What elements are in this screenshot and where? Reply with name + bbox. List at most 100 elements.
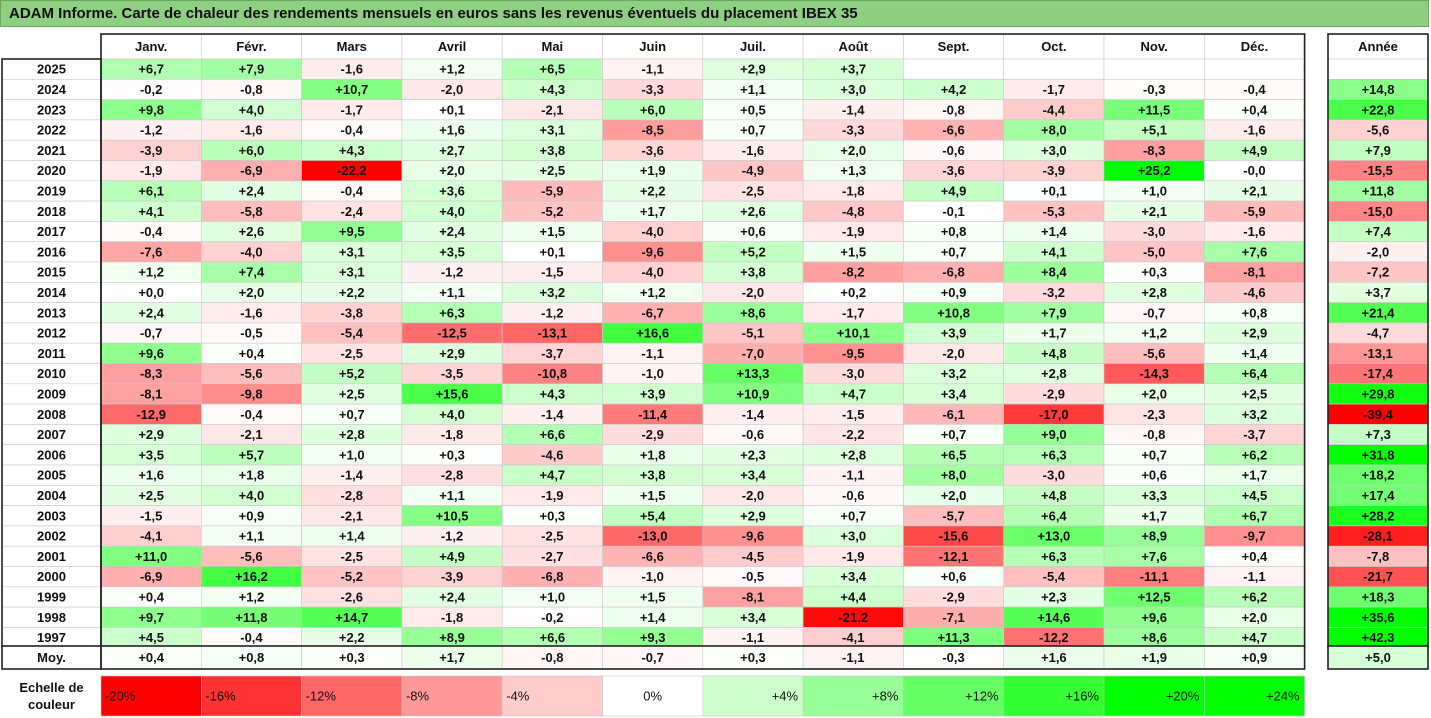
cell-2007-7: -0,6 <box>702 424 804 445</box>
cell-2004-12-label: +4,5 <box>1242 488 1268 503</box>
cell-2007-9: +0,7 <box>903 424 1005 445</box>
cell-2017-7-label: +0,6 <box>740 224 766 239</box>
row-year-2016-label: 2016 <box>37 244 66 259</box>
cell-2016-2: -4,0 <box>201 241 302 263</box>
cell-2004-4-label: +1,1 <box>439 488 465 503</box>
cell-2007-9-label: +0,7 <box>941 427 967 442</box>
cell-2018-12: -5,9 <box>1204 200 1305 222</box>
cell-2008-11-label: -2,3 <box>1143 407 1165 422</box>
annual-2022-label: -5,6 <box>1367 123 1389 138</box>
cell-2015-1-label: +1,2 <box>138 265 164 280</box>
cell-2019-1-label: +6,1 <box>138 183 164 198</box>
average-annual: +5,0 <box>1327 645 1429 670</box>
cell-2013-8: -1,7 <box>802 302 904 324</box>
cell-2006-9: +6,5 <box>903 444 1005 466</box>
month-header-9: Sept. <box>903 33 1005 60</box>
row-year-2004: 2004 <box>1 484 102 506</box>
cell-2011-9: -2,0 <box>903 342 1005 364</box>
cell-2007-7-label: -0,6 <box>742 427 764 442</box>
cell-2023-11-label: +11,5 <box>1138 102 1170 117</box>
cell-2007-11-label: -0,8 <box>1143 427 1165 442</box>
cell-1998-12: +2,0 <box>1204 606 1305 628</box>
cell-1997-5: +6,6 <box>501 627 603 649</box>
cell-2019-5-label: -5,9 <box>541 183 563 198</box>
month-header-10-label: Oct. <box>1041 39 1066 54</box>
cell-2002-7-label: -9,6 <box>742 529 764 544</box>
cell-2005-9-label: +8,0 <box>941 468 967 483</box>
average-cell-4: +1,7 <box>401 645 503 670</box>
cell-2010-11-label: -14,3 <box>1139 366 1169 381</box>
cell-2014-5-label: +3,2 <box>540 285 566 300</box>
row-year-2024: 2024 <box>1 79 102 100</box>
cell-2010-1: -8,3 <box>100 363 202 385</box>
cell-2018-10: -5,3 <box>1003 200 1105 222</box>
cell-1997-11-label: +8,6 <box>1141 630 1167 645</box>
cell-2007-8-label: -2,2 <box>842 427 864 442</box>
cell-2012-2: -0,5 <box>201 322 302 344</box>
cell-2010-5-label: -10,8 <box>538 366 568 381</box>
cell-2011-11: -5,6 <box>1103 342 1205 364</box>
cell-2019-6: +2,2 <box>602 180 704 202</box>
annual-2011: -13,1 <box>1327 342 1429 364</box>
cell-2019-6-label: +2,2 <box>640 183 666 198</box>
cell-1999-7-label: -8,1 <box>742 589 764 604</box>
scale-stop-6: 0% <box>602 675 704 717</box>
cell-2022-7-label: +0,7 <box>740 123 766 138</box>
cell-2005-2-label: +1,8 <box>239 468 265 483</box>
annual-2004-label: +17,4 <box>1362 488 1396 503</box>
cell-2023-7-label: +0,5 <box>740 102 766 117</box>
cell-2018-4-label: +4,0 <box>439 204 465 219</box>
cell-2023-6: +6,0 <box>602 99 704 121</box>
scale-stop-10: +16% <box>1003 675 1105 717</box>
month-header-2: Févr. <box>201 33 302 60</box>
cell-2012-5-label: -13,1 <box>538 326 568 341</box>
cell-2017-4-label: +2,4 <box>439 224 465 239</box>
cell-1997-4: +8,9 <box>401 627 503 649</box>
month-header-12-label: Déc. <box>1241 39 1268 54</box>
cell-2017-11: -3,0 <box>1103 221 1205 242</box>
cell-2007-4-label: -1,8 <box>441 427 463 442</box>
average-cell-9-label: -0,3 <box>942 650 964 665</box>
cell-2022-1-label: -1,2 <box>140 123 162 138</box>
cell-2010-7-label: +13,3 <box>736 366 769 381</box>
cell-2004-2-label: +4,0 <box>239 488 265 503</box>
cell-2009-8: +4,7 <box>802 383 904 405</box>
row-year-2023: 2023 <box>1 99 102 121</box>
cell-2020-4-label: +2,0 <box>439 163 465 178</box>
average-cell-2: +0,8 <box>201 645 302 670</box>
cell-1998-5-label: -0,2 <box>541 610 563 625</box>
cell-2012-4: -12,5 <box>401 322 503 344</box>
cell-2021-4-label: +2,7 <box>439 143 465 158</box>
cell-2001-9-label: -12,1 <box>939 549 969 564</box>
annual-2009-label: +29,8 <box>1362 386 1395 401</box>
scale-stop-9: +12% <box>903 675 1005 717</box>
scale-stop-12: +24% <box>1204 675 1305 717</box>
cell-2019-8-label: -1,8 <box>842 183 864 198</box>
row-year-2013-label: 2013 <box>37 305 66 320</box>
cell-1997-3-label: +2,2 <box>339 630 365 645</box>
cell-2012-10: +1,7 <box>1003 322 1105 344</box>
cell-2021-1: -3,9 <box>100 139 202 161</box>
row-year-2002: 2002 <box>1 525 102 547</box>
cell-2003-10: +6,4 <box>1003 505 1105 527</box>
cell-2000-6: -1,0 <box>602 566 704 588</box>
cell-2009-10: -2,9 <box>1003 383 1105 405</box>
cell-2020-5: +2,5 <box>501 160 603 182</box>
cell-2009-8-label: +4,7 <box>840 386 866 401</box>
cell-2003-2: +0,9 <box>201 505 302 527</box>
annual-2012-label: -4,7 <box>1367 326 1389 341</box>
cell-2010-11: -14,3 <box>1103 363 1205 385</box>
cell-2011-11-label: -5,6 <box>1143 346 1165 361</box>
cell-2008-5-label: -1,4 <box>541 407 564 422</box>
cell-2008-4-label: +4,0 <box>439 407 465 422</box>
average-cell-3: +0,3 <box>301 645 403 670</box>
cell-2004-8-label: -0,6 <box>842 488 864 503</box>
cell-2001-8-label: -1,9 <box>842 549 864 564</box>
cell-2023-4: +0,1 <box>401 99 503 121</box>
cell-2025-4: +1,2 <box>401 58 503 80</box>
cell-2017-5-label: +1,5 <box>540 224 566 239</box>
average-cell-12-label: +0,9 <box>1242 650 1268 665</box>
cell-2004-5-label: -1,9 <box>541 488 563 503</box>
cell-2003-1-label: -1,5 <box>140 508 162 523</box>
cell-2016-6-label: -9,6 <box>641 244 663 259</box>
